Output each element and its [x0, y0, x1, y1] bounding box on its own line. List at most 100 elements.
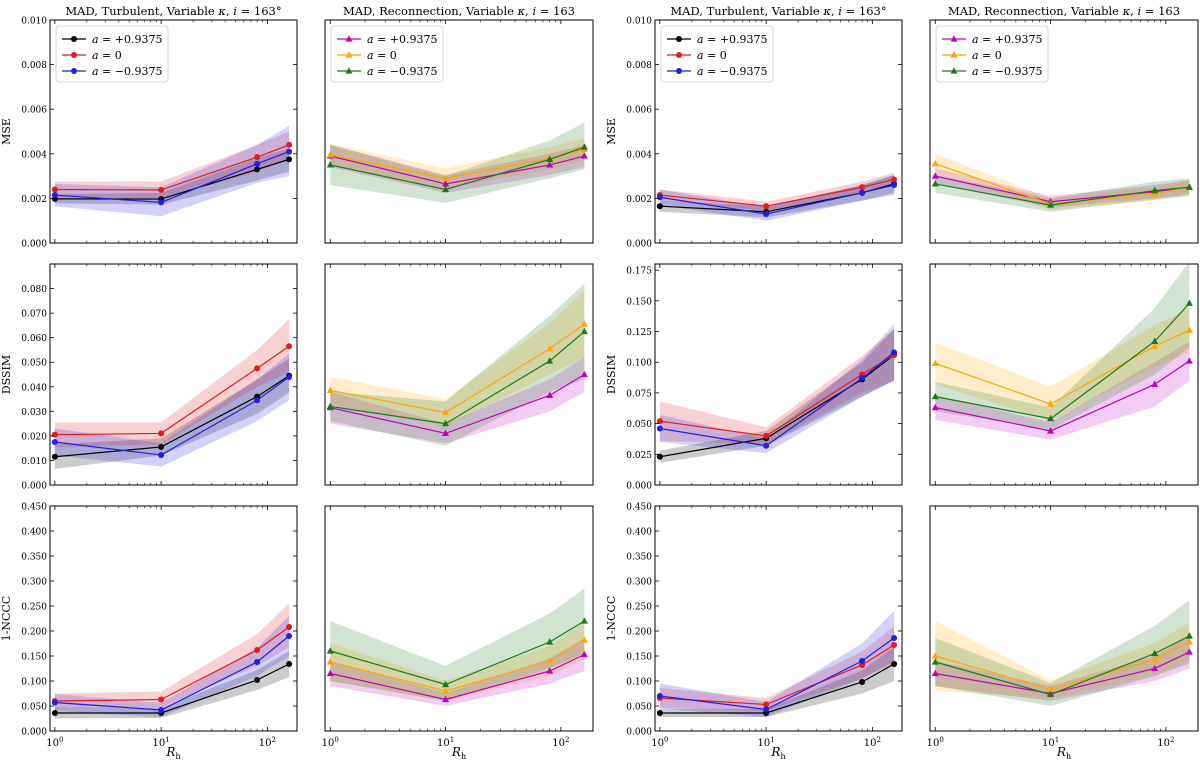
data-point	[51, 186, 58, 193]
data-point	[859, 658, 866, 664]
legend-marker	[345, 67, 353, 74]
data-point	[1185, 357, 1193, 364]
y-tick-label: 0.060	[21, 334, 47, 344]
data-point	[1047, 414, 1055, 422]
data-point	[580, 617, 588, 624]
data-point	[763, 701, 770, 708]
series-line-2	[330, 620, 585, 686]
axes-frame	[49, 19, 298, 244]
y-tick-label: 0.040	[21, 383, 47, 393]
legend-marker	[345, 51, 353, 58]
x-tick-label-exp: 2	[877, 736, 881, 744]
series-line-0	[935, 651, 1190, 695]
data-point	[546, 657, 554, 664]
x-tick-label: 100	[46, 736, 63, 749]
panel-7	[929, 261, 1199, 486]
uncertainty-band-0	[330, 638, 585, 706]
panel-8: 100 101 1020.0000.0500.1000.1500.2000.2500…	[0, 503, 298, 761]
uncertainty-band-2	[935, 174, 1190, 212]
data-point	[580, 650, 588, 658]
axes-frame	[929, 505, 1199, 732]
series-line-1	[54, 626, 290, 702]
data-point	[1151, 380, 1159, 387]
legend-label-var: a	[697, 49, 704, 62]
data-point	[442, 680, 450, 688]
data-point	[656, 453, 663, 460]
data-point	[254, 166, 261, 173]
x-axis-label-sub: h	[780, 752, 785, 761]
data-point	[859, 679, 866, 685]
data-point	[254, 160, 261, 167]
panel-5	[324, 263, 594, 486]
panel-title-part: ,	[831, 4, 838, 18]
x-tick-label-exp: 1	[1055, 736, 1059, 744]
data-point	[546, 667, 554, 674]
legend-label-var: a	[367, 65, 374, 78]
data-point	[442, 180, 450, 187]
legend-label-var: a	[367, 49, 374, 62]
y-tick-label: 0.125	[626, 328, 652, 338]
y-tick-label: 0.010	[21, 17, 47, 27]
uncertainty-band-1	[54, 603, 290, 709]
data-point	[158, 430, 165, 437]
panel-6: 0.000 0.025 0.050 0.075 0.100 0.125 0.150 0.175…	[605, 263, 903, 492]
uncertainty-band-2	[330, 588, 585, 701]
data-point	[1151, 342, 1159, 349]
y-tick-label: 0.100	[626, 678, 652, 688]
uncertainty-band-1	[935, 621, 1190, 699]
legend-label-var: a	[367, 33, 374, 46]
y-tick-label: 0.000	[21, 728, 47, 738]
axes-frame	[324, 505, 594, 732]
axes-frame	[49, 505, 298, 732]
series-line-1	[330, 323, 585, 414]
series-line-1	[935, 329, 1190, 405]
legend-label: a = 0	[972, 49, 1002, 62]
panel-title-part: = 163	[1141, 4, 1180, 18]
data-point	[158, 443, 165, 450]
y-axis-label: DSSIM	[0, 355, 13, 394]
data-point	[1185, 648, 1193, 655]
data-point	[158, 696, 165, 703]
x-axis-label-main: R	[451, 745, 461, 759]
data-point	[326, 669, 334, 677]
legend-label: a = +0.9375	[92, 33, 162, 46]
legend-label: a = +0.9375	[367, 33, 437, 46]
panel-title-part: MAD, Turbulent, Variable	[670, 4, 823, 18]
legend-label: a = −0.9375	[697, 65, 767, 78]
axes-frame	[929, 19, 1199, 244]
uncertainty-band-0	[935, 341, 1190, 440]
axes-frame	[654, 505, 903, 732]
panel-title: MAD, Reconnection, Variable κ, i = 163	[948, 4, 1180, 18]
series-line-2	[330, 331, 585, 425]
uncertainty-band-2	[54, 125, 290, 217]
legend-label-value: = +0.9375	[979, 33, 1043, 46]
legend-marker	[676, 52, 682, 58]
data-point	[51, 710, 58, 716]
data-point	[580, 327, 588, 335]
data-point	[931, 652, 939, 659]
panel-title-part: ,	[1130, 4, 1137, 18]
legend-label-value: = +0.9375	[99, 33, 163, 46]
data-point	[859, 189, 866, 196]
y-tick-label: 0.006	[626, 106, 652, 116]
uncertainty-band-0	[935, 168, 1190, 208]
panel-4: 0.000 0.010 0.020 0.030 0.040 0.050 0.060 0.070…	[0, 263, 298, 492]
legend-label-value: = 0	[374, 49, 397, 62]
panel-3: MAD, Reconnection, Variable κ, i = 163 a …	[929, 4, 1199, 244]
legend-label: a = −0.9375	[972, 65, 1042, 78]
data-point	[931, 403, 939, 411]
y-tick-label: 0.200	[21, 628, 47, 638]
uncertainty-band-0	[659, 647, 895, 717]
y-tick-label: 0.004	[21, 150, 47, 160]
legend-label-var: a	[697, 65, 704, 78]
data-point	[1185, 299, 1193, 306]
x-tick-label-base: 10	[46, 738, 59, 749]
data-point	[286, 148, 293, 155]
y-tick-label: 0.350	[21, 553, 47, 563]
data-point	[1151, 664, 1159, 672]
x-tick-label: 100	[927, 736, 944, 749]
data-point	[51, 453, 58, 460]
x-tick-label: 101	[153, 736, 170, 749]
x-tick-label: 100	[322, 736, 339, 749]
